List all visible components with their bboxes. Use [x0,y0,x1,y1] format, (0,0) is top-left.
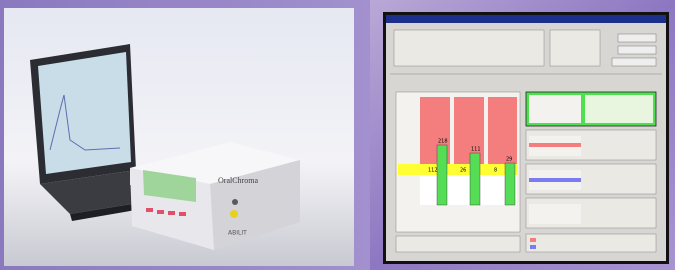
page: OralChroma ABILIT 112 218 26 111 8 29 [0,0,675,270]
bar-label: 29 [506,157,512,163]
software-window: 112 218 26 111 8 29 [383,12,669,264]
maker-label: ABILIT [228,230,247,237]
bar-label: 111 [471,147,481,153]
brand-label: OralChroma [218,176,258,185]
bar-label: 112 [428,168,438,174]
bar-label: 26 [460,168,466,174]
product-photo: OralChroma ABILIT [4,8,354,266]
bar-label: 218 [438,139,448,145]
bar-label: 8 [494,168,497,174]
